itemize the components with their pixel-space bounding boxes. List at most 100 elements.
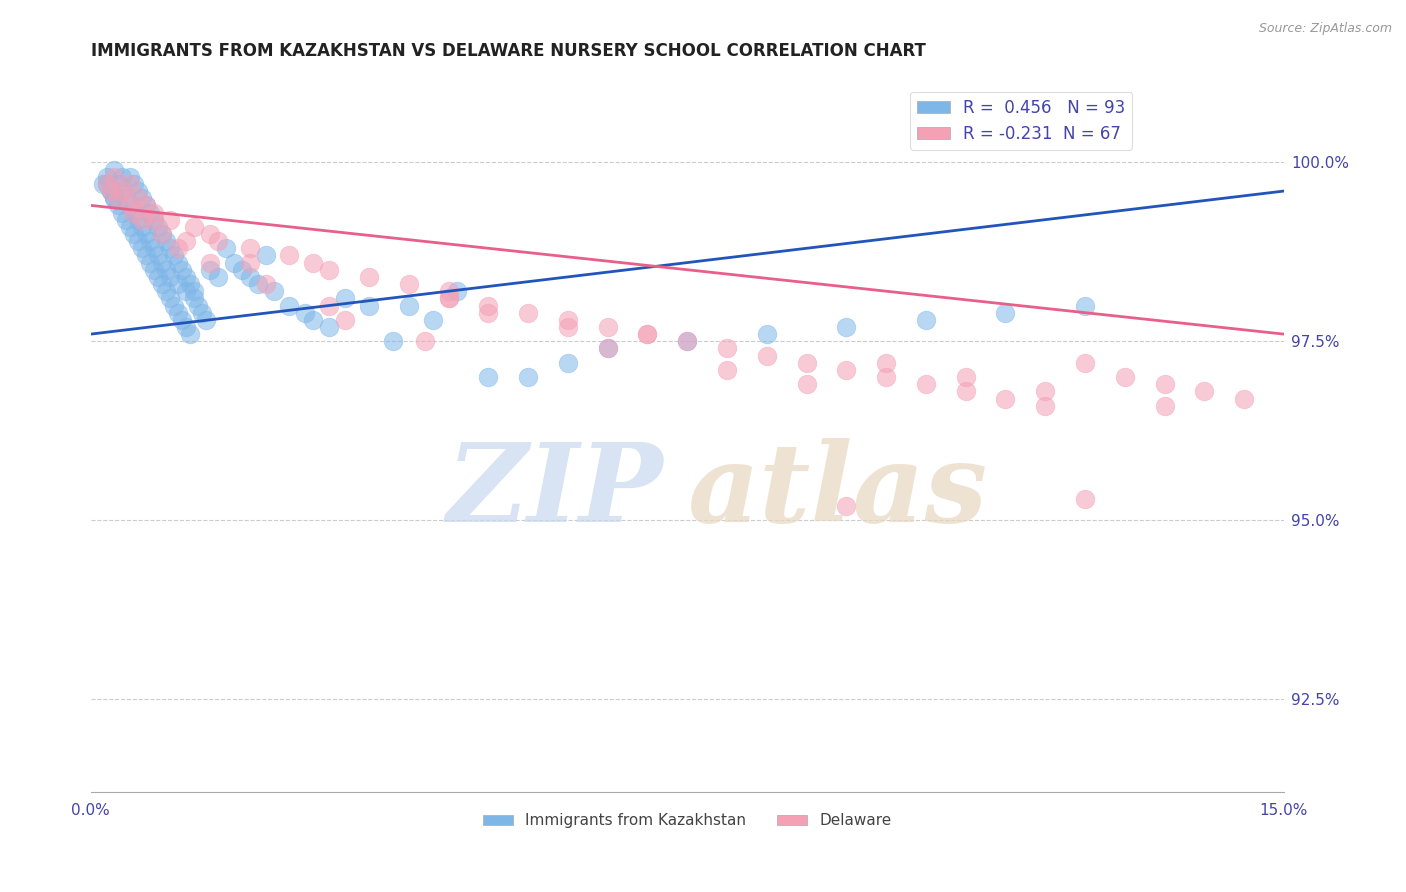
Point bbox=[111, 184, 134, 198]
Point bbox=[174, 269, 197, 284]
Point bbox=[437, 291, 460, 305]
Point bbox=[127, 184, 149, 198]
Point bbox=[163, 248, 186, 262]
Point bbox=[96, 177, 118, 191]
Point bbox=[111, 205, 134, 219]
Point bbox=[207, 269, 229, 284]
Point bbox=[835, 363, 858, 377]
Point bbox=[103, 191, 125, 205]
Point bbox=[835, 320, 858, 334]
Point bbox=[915, 313, 938, 327]
Point bbox=[676, 334, 699, 349]
Point bbox=[835, 499, 858, 513]
Point bbox=[398, 277, 420, 291]
Point bbox=[127, 234, 149, 248]
Point bbox=[198, 262, 221, 277]
Point bbox=[187, 299, 209, 313]
Point bbox=[994, 306, 1017, 320]
Point bbox=[120, 219, 142, 234]
Point bbox=[1153, 399, 1175, 413]
Point bbox=[131, 191, 153, 205]
Point bbox=[150, 277, 173, 291]
Point bbox=[198, 227, 221, 241]
Point bbox=[357, 299, 380, 313]
Point bbox=[437, 291, 460, 305]
Point bbox=[150, 255, 173, 269]
Point bbox=[148, 248, 170, 262]
Point bbox=[143, 205, 166, 219]
Point bbox=[222, 255, 245, 269]
Point bbox=[1233, 392, 1256, 406]
Point bbox=[174, 234, 197, 248]
Point bbox=[254, 248, 277, 262]
Point bbox=[1033, 384, 1056, 399]
Point bbox=[124, 227, 146, 241]
Point bbox=[191, 306, 214, 320]
Point bbox=[517, 306, 540, 320]
Point bbox=[302, 255, 325, 269]
Point bbox=[796, 356, 818, 370]
Point bbox=[955, 384, 977, 399]
Point bbox=[446, 284, 468, 298]
Point bbox=[318, 262, 340, 277]
Point bbox=[596, 320, 619, 334]
Point bbox=[335, 313, 357, 327]
Point bbox=[107, 177, 129, 191]
Point bbox=[155, 234, 177, 248]
Point bbox=[143, 262, 166, 277]
Point bbox=[143, 212, 166, 227]
Point bbox=[557, 320, 579, 334]
Point bbox=[115, 191, 138, 205]
Point bbox=[159, 241, 181, 255]
Text: ZIP: ZIP bbox=[447, 438, 664, 545]
Point bbox=[174, 320, 197, 334]
Point bbox=[381, 334, 404, 349]
Point bbox=[1074, 356, 1097, 370]
Text: Source: ZipAtlas.com: Source: ZipAtlas.com bbox=[1258, 22, 1392, 36]
Point bbox=[335, 291, 357, 305]
Legend: Immigrants from Kazakhstan, Delaware: Immigrants from Kazakhstan, Delaware bbox=[477, 807, 898, 834]
Point bbox=[755, 349, 778, 363]
Point bbox=[124, 205, 146, 219]
Point bbox=[135, 198, 157, 212]
Point bbox=[127, 212, 149, 227]
Point bbox=[357, 269, 380, 284]
Point bbox=[131, 219, 153, 234]
Point bbox=[167, 306, 190, 320]
Point bbox=[124, 205, 146, 219]
Point bbox=[172, 262, 194, 277]
Point bbox=[155, 284, 177, 298]
Point bbox=[131, 212, 153, 227]
Point bbox=[100, 184, 122, 198]
Point bbox=[796, 377, 818, 392]
Point bbox=[120, 169, 142, 184]
Point bbox=[637, 327, 659, 342]
Point bbox=[107, 191, 129, 205]
Point bbox=[294, 306, 316, 320]
Point bbox=[215, 241, 238, 255]
Point bbox=[167, 241, 190, 255]
Point bbox=[120, 198, 142, 212]
Point bbox=[159, 269, 181, 284]
Point bbox=[183, 284, 205, 298]
Point bbox=[915, 377, 938, 392]
Point bbox=[517, 370, 540, 384]
Point bbox=[246, 277, 269, 291]
Point bbox=[155, 262, 177, 277]
Point bbox=[198, 255, 221, 269]
Point bbox=[159, 212, 181, 227]
Point bbox=[139, 205, 162, 219]
Point bbox=[183, 291, 205, 305]
Point bbox=[239, 269, 262, 284]
Point bbox=[477, 370, 499, 384]
Point bbox=[148, 269, 170, 284]
Text: atlas: atlas bbox=[688, 438, 987, 545]
Point bbox=[135, 198, 157, 212]
Point bbox=[875, 356, 897, 370]
Point bbox=[115, 212, 138, 227]
Point bbox=[596, 342, 619, 356]
Point bbox=[183, 219, 205, 234]
Point bbox=[127, 191, 149, 205]
Point bbox=[596, 342, 619, 356]
Point bbox=[103, 191, 125, 205]
